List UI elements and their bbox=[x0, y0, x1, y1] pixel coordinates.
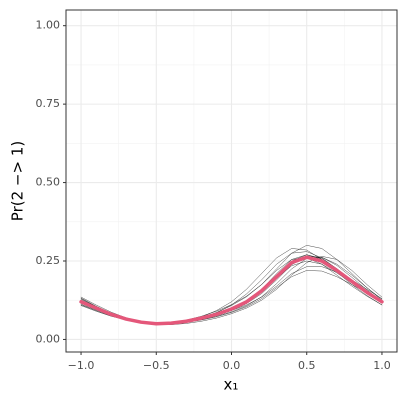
lines bbox=[79, 245, 384, 326]
labels: −1.0 −0.5 0.0 0.5 1.0 0.00 0.25 0.50 0.75 1.00 bbox=[36, 19, 391, 372]
y-tick-label: 0.25 bbox=[36, 254, 61, 267]
x-tick-label: −1.0 bbox=[68, 359, 95, 372]
x-tick-label: 0.0 bbox=[223, 359, 241, 372]
y-tick-label: 0.00 bbox=[36, 332, 61, 345]
x-axis-title: x₁ bbox=[224, 376, 239, 394]
y-tick-label: 0.75 bbox=[36, 97, 61, 110]
grid bbox=[66, 10, 397, 352]
y-axis-title: Pr(2 −> 1) bbox=[9, 141, 27, 221]
x-tick-label: −0.5 bbox=[143, 359, 170, 372]
y-tick-label: 1.00 bbox=[36, 19, 61, 32]
y-tick-label: 0.50 bbox=[36, 176, 61, 189]
x-tick-label: 0.5 bbox=[298, 359, 316, 372]
x-tick-label: 1.0 bbox=[373, 359, 391, 372]
mean-line bbox=[79, 255, 384, 326]
